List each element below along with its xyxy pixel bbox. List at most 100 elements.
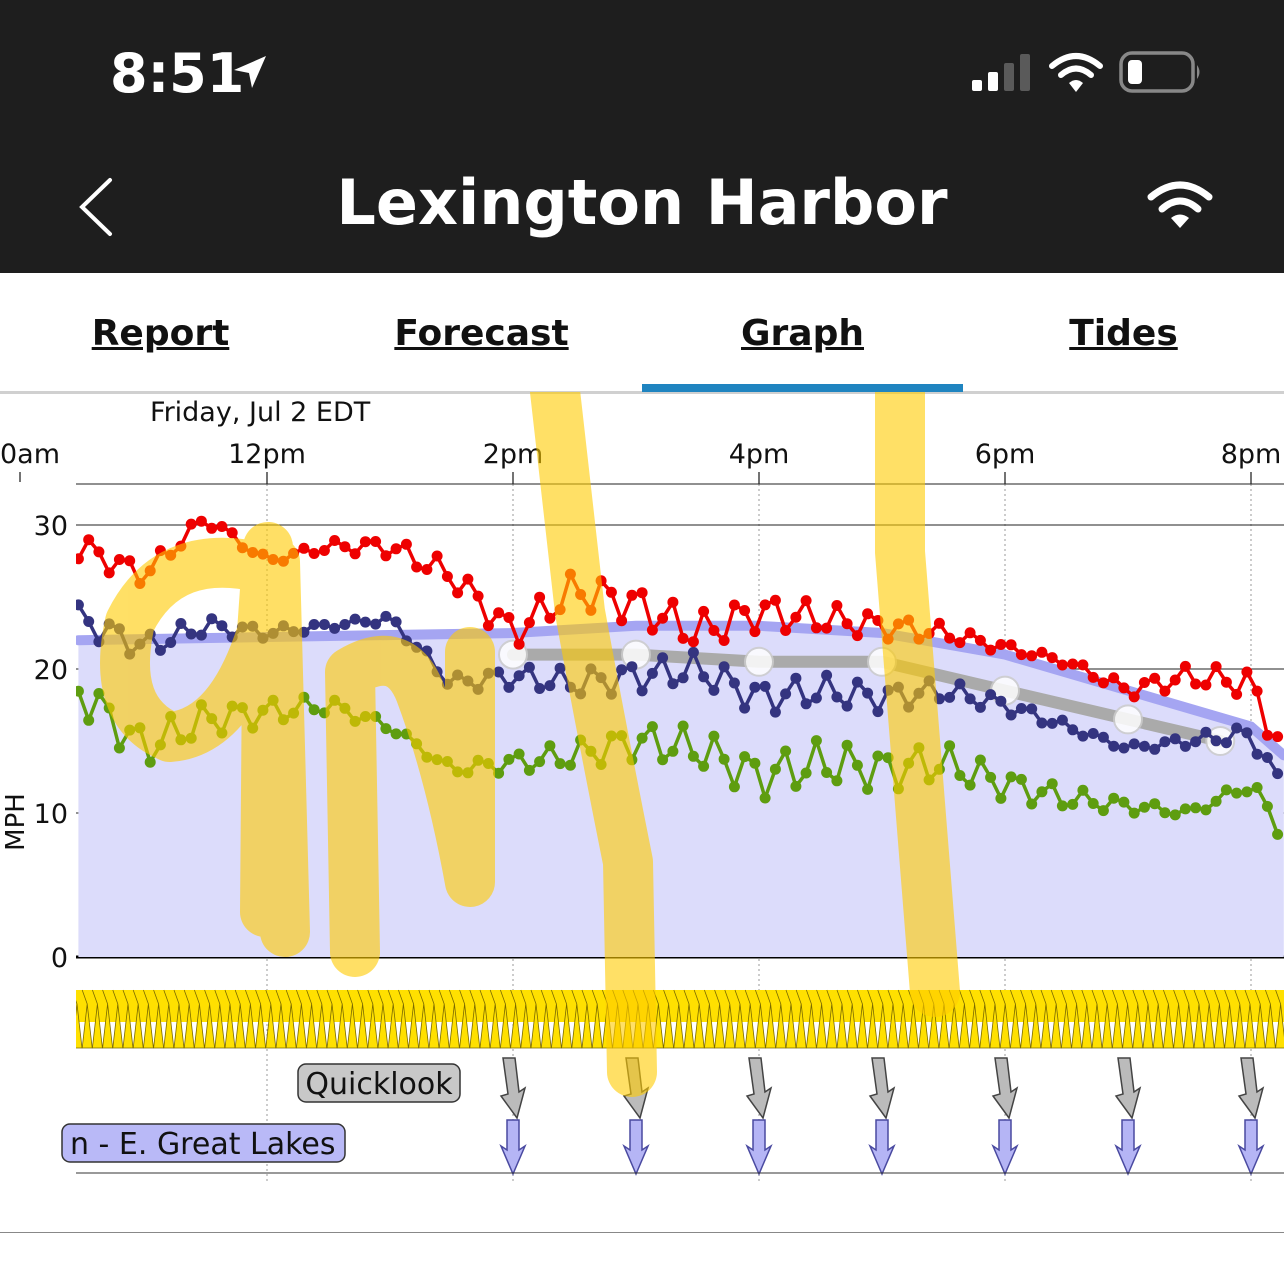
wind-direction-arrow [571,989,583,1049]
average-point [1118,742,1130,754]
wind-direction-arrow [244,989,256,1049]
average-point [154,644,166,656]
tab-bar: Report Forecast Graph Tides [0,273,1284,394]
lull-point [769,763,781,775]
status-time: 8:51 [110,42,245,105]
wind-direction-arrow [877,989,889,1049]
gust-point [1108,672,1120,684]
gust-point [1128,691,1140,703]
gust-point [370,536,382,547]
lull-point [380,723,392,735]
gust-point [821,622,833,634]
gust-point [1005,639,1017,651]
chart-date-label: Friday, Jul 2 EDT [150,397,371,428]
lull-point [790,780,802,792]
gust-point [349,548,361,560]
gust-point [1241,666,1253,678]
gust-point [769,594,781,606]
lull-point [800,767,812,779]
x-tick-label: 8pm [1221,439,1282,470]
tab-report[interactable]: Report [91,313,230,354]
average-point [616,664,628,676]
average-point [759,680,771,692]
highlighter-stroke [875,392,960,1017]
gust-point [944,632,956,644]
tab-tides[interactable]: Tides [1069,313,1178,354]
lull-point [954,770,966,781]
legend-quicklook-label[interactable]: Quicklook [305,1067,453,1102]
wind-direction-arrow [989,989,1001,1049]
lull-point [523,764,535,776]
lull-point [1138,801,1150,813]
gust-point [1118,682,1130,694]
bottom-divider [0,1232,1284,1233]
wind-direction-arrow [326,989,338,1049]
gust-point [1251,685,1263,697]
legend-forecast-box[interactable] [61,1123,346,1163]
average-point [636,685,648,697]
gust-point [1220,676,1232,688]
average-point [1015,703,1027,714]
wind-direction-arrow [693,989,705,1049]
wind-direction-arrow [734,989,746,1049]
average-point [206,613,218,625]
chevron-left-icon[interactable] [76,176,116,238]
tab-forecast[interactable]: Forecast [394,313,569,354]
wind-direction-arrow [112,989,124,1049]
wind-direction-arrow [765,989,777,1049]
gust-point [318,545,330,556]
gust-point [1159,685,1171,697]
average-point [534,683,546,694]
lull-point [944,740,956,752]
gust-point [790,611,802,623]
wind-graph[interactable]: Friday, Jul 2 EDT 0am 12pm 2pm 4pm 6pm 8pm 0 10 2… [0,392,1284,1232]
wind-direction-arrow [1183,989,1195,1049]
gust-point [718,635,730,646]
y-tick-label: 30 [34,511,68,542]
lull-point [83,714,95,726]
gust-point [534,591,546,603]
station-wifi-icon[interactable] [1146,180,1214,232]
gust-point [985,644,997,656]
gust-point [1231,688,1243,700]
average-point [851,676,863,688]
average-point [698,671,710,683]
wind-direction-arrow [1244,989,1256,1049]
lull-point [831,775,843,787]
wind-direction-arrow [102,989,114,1049]
wind-direction-arrow [81,989,93,1049]
gust-point [1138,677,1150,688]
wind-direction-arrow [1081,989,1093,1049]
gust-point [124,555,136,567]
highlighter-stroke [100,522,295,937]
wind-direction-arrow [805,989,817,1049]
wind-direction-arrow [408,989,420,1049]
wind-direction-arrow [91,989,103,1049]
wind-direction-arrow [673,989,685,1049]
gust-point [1026,650,1038,662]
lull-point [1190,802,1202,814]
wind-direction-arrow [867,989,879,1049]
wind-direction-arrow [448,989,460,1049]
wind-direction-arrow [255,989,267,1049]
average-point [380,610,392,622]
wind-direction-arrow [897,989,909,1049]
lull-point [749,757,761,769]
gust-point [195,515,207,527]
forecast-direction-arrow [1237,1119,1265,1176]
wind-direction-arrow [1213,989,1225,1049]
average-point [821,669,833,681]
lull-point [780,745,792,757]
average-point [1210,735,1222,747]
quicklook-point [744,646,774,677]
gust-point [954,637,966,649]
wind-direction-arrow [1060,989,1072,1049]
wind-direction-arrow [489,989,501,1049]
legend-quicklook-box[interactable] [297,1063,461,1103]
lull-point [1056,800,1068,812]
tab-graph[interactable]: Graph [741,313,864,354]
lull-point [513,748,525,760]
wind-direction-arrow [142,989,154,1049]
average-point [1169,733,1181,745]
legend-forecast-label[interactable]: n - E. Great Lakes [70,1127,336,1162]
